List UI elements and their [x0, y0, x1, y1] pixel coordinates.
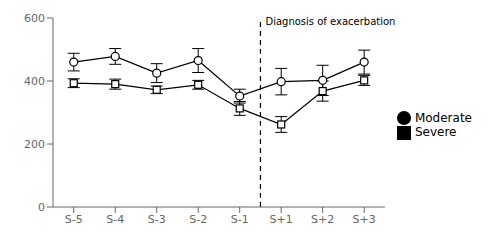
- html-text:Severe: Severe: [414, 125, 457, 139]
- svg-text:S+2: S+2: [311, 213, 334, 226]
- svg-text:S-1: S-1: [231, 213, 249, 226]
- svg-text:0: 0: [38, 201, 45, 214]
- svg-text:S-2: S-2: [189, 213, 207, 226]
- svg-text:S-3: S-3: [148, 213, 166, 226]
- svg-text:S+3: S+3: [353, 213, 376, 226]
- svg-text:600: 600: [24, 12, 45, 25]
- svg-text:400: 400: [24, 75, 45, 88]
- svg-text:S+1: S+1: [270, 213, 293, 226]
- svg-text:S-5: S-5: [65, 213, 83, 226]
- svg-text:S-4: S-4: [106, 213, 124, 226]
- html-text:Moderate: Moderate: [414, 110, 472, 125]
- svg-text:Diagnosis of exacerbation: Diagnosis of exacerbation: [265, 16, 395, 27]
- svg-text:200: 200: [24, 138, 45, 151]
